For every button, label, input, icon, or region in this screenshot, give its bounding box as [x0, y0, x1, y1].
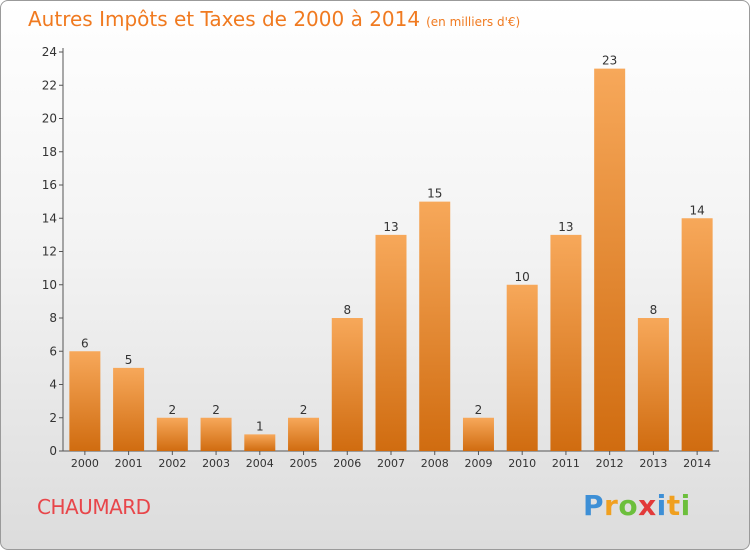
bar-2007 — [375, 234, 407, 451]
bar-value-label: 1 — [256, 419, 264, 433]
bar-value-label: 2 — [169, 403, 177, 417]
x-tick-label: 2012 — [596, 457, 624, 470]
bar-2013 — [637, 318, 669, 451]
logo-letter: P — [583, 489, 605, 522]
y-tick-label: 12 — [42, 245, 57, 259]
chart-labels: 6 2000 5 2001 2 2002 2 2003 1 2004 2 2005 8 2006 13 200… — [71, 54, 711, 470]
y-tick-label: 18 — [42, 145, 57, 159]
bar-2012 — [594, 68, 626, 451]
y-tick-label: 16 — [42, 178, 57, 192]
x-tick-label: 2002 — [158, 457, 186, 470]
bar-2002 — [156, 417, 188, 451]
bar-value-label: 8 — [343, 303, 351, 317]
x-tick-label: 2003 — [202, 457, 230, 470]
bar-2009 — [462, 417, 494, 451]
bar-value-label: 10 — [515, 270, 530, 284]
proxiti-logo: Proxiti — [583, 489, 691, 522]
x-tick-label: 2001 — [115, 457, 143, 470]
y-tick-label: 20 — [42, 112, 57, 126]
bar-value-label: 14 — [689, 203, 704, 217]
chart-subtitle: (en milliers d'€) — [426, 15, 521, 29]
bar-2001 — [113, 367, 145, 451]
bar-2014 — [681, 218, 713, 451]
bar-2008 — [419, 201, 451, 451]
logo-letter: t — [666, 489, 681, 522]
bar-2005 — [288, 417, 320, 451]
x-tick-label: 2009 — [464, 457, 492, 470]
bar-value-label: 15 — [427, 187, 442, 201]
bar-2000 — [69, 351, 101, 451]
bar-2003 — [200, 417, 232, 451]
x-tick-label: 2006 — [333, 457, 361, 470]
bar-value-label: 2 — [300, 403, 308, 417]
chart-title: Autres Impôts et Taxes de 2000 à 2014 (en… — [28, 7, 520, 31]
x-tick-label: 2005 — [290, 457, 318, 470]
x-tick-label: 2007 — [377, 457, 405, 470]
y-tick-label: 22 — [42, 78, 57, 92]
logo-letter: i — [680, 489, 691, 522]
x-tick-label: 2010 — [508, 457, 536, 470]
y-tick-label: 6 — [49, 344, 57, 358]
bar-value-label: 6 — [81, 336, 89, 350]
y-tick-label: 14 — [42, 211, 57, 225]
logo-letter: o — [618, 489, 639, 522]
x-tick-label: 2000 — [71, 457, 99, 470]
x-tick-label: 2013 — [639, 457, 667, 470]
x-tick-label: 2011 — [552, 457, 580, 470]
x-tick-label: 2004 — [246, 457, 274, 470]
y-tick-label: 10 — [42, 278, 57, 292]
x-tick-label: 2008 — [421, 457, 449, 470]
bar-2011 — [550, 234, 582, 451]
bar-value-label: 13 — [383, 220, 398, 234]
logo-letter: r — [604, 489, 619, 522]
y-tick-label: 0 — [49, 444, 57, 458]
bar-value-label: 2 — [475, 403, 483, 417]
bar-2006 — [331, 318, 363, 451]
bar-value-label: 2 — [212, 403, 220, 417]
y-tick-label: 2 — [49, 411, 57, 425]
bar-value-label: 8 — [650, 303, 658, 317]
bar-2004 — [244, 434, 276, 451]
chart-title-text: Autres Impôts et Taxes de 2000 à 2014 — [28, 7, 421, 31]
bar-2010 — [506, 284, 538, 451]
x-tick-label: 2014 — [683, 457, 711, 470]
bar-value-label: 23 — [602, 54, 617, 68]
logo-letter: i — [656, 489, 667, 522]
logo-letter: x — [638, 489, 657, 522]
y-tick-label: 8 — [49, 311, 57, 325]
bar-value-label: 13 — [558, 220, 573, 234]
commune-name: CHAUMARD — [37, 495, 151, 519]
y-tick-label: 4 — [49, 378, 57, 392]
chart-bars — [69, 68, 713, 451]
bar-value-label: 5 — [125, 353, 133, 367]
y-tick-label: 24 — [42, 45, 57, 59]
